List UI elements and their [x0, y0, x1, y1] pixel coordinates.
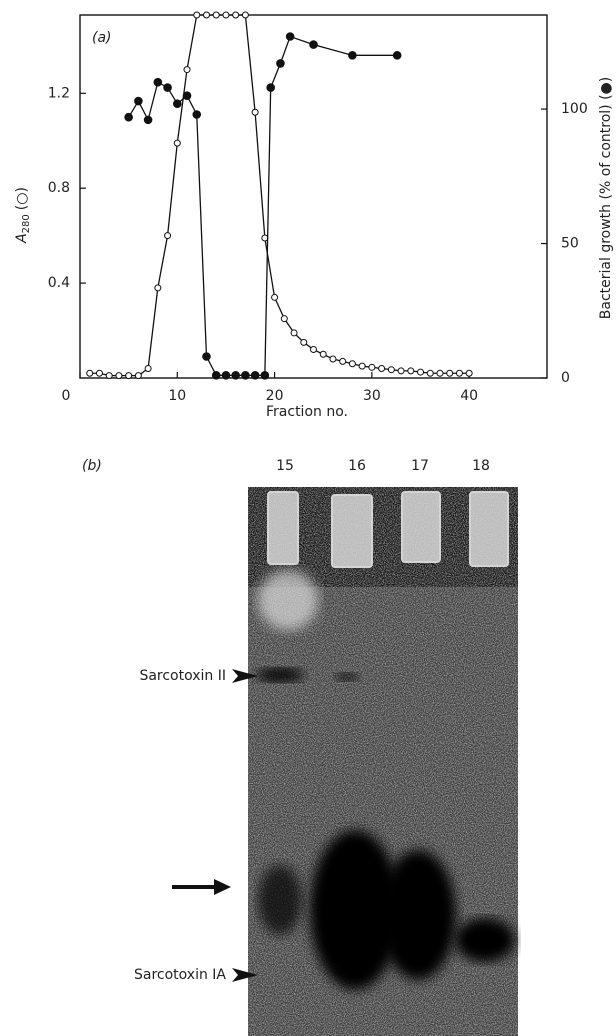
data-point	[105, 372, 113, 380]
data-point	[232, 11, 240, 19]
data-point	[290, 329, 298, 337]
y-tick-label: 0.4	[48, 275, 70, 291]
data-point	[285, 32, 295, 41]
y2-tick-label: 0	[561, 370, 570, 386]
data-point	[163, 83, 172, 92]
band-pointer	[232, 669, 258, 683]
data-point	[407, 367, 415, 375]
y-axis-label-subscript: 280	[21, 214, 32, 233]
data-point	[310, 346, 317, 354]
y-axis-label-symbol: (○)	[14, 187, 30, 210]
data-point	[182, 91, 192, 100]
data-point	[222, 11, 230, 19]
data-point	[154, 284, 162, 292]
arrow	[172, 879, 231, 895]
y-axis-label-main: A	[14, 233, 30, 244]
data-point	[397, 367, 405, 375]
data-point	[392, 51, 402, 60]
data-point	[134, 372, 142, 380]
data-point	[426, 369, 434, 377]
band-pointer	[232, 968, 258, 982]
data-point	[250, 371, 260, 380]
data-point	[358, 362, 366, 370]
data-point	[465, 369, 473, 377]
data-point	[446, 369, 454, 377]
panel-label: (b)	[82, 458, 102, 474]
data-point	[378, 365, 386, 373]
data-point	[153, 77, 163, 87]
x-tick-label: 20	[266, 388, 284, 404]
data-point	[212, 11, 220, 19]
data-point	[319, 350, 327, 358]
data-point	[221, 371, 231, 380]
data-point	[300, 338, 308, 346]
lane-label: 16	[348, 458, 366, 474]
gel-image	[248, 487, 518, 1036]
data-point	[329, 355, 337, 363]
data-point	[368, 363, 376, 371]
data-point	[260, 371, 270, 380]
y-tick-label: 1.2	[48, 85, 70, 101]
panel-label: (a)	[92, 30, 112, 46]
band-label: Sarcotoxin II	[139, 668, 226, 684]
data-point	[271, 293, 279, 301]
x-tick-label: 40	[460, 388, 478, 404]
data-point	[266, 83, 275, 92]
data-point	[86, 369, 94, 377]
x-axis-label: Fraction no.	[266, 404, 348, 420]
data-point	[387, 366, 395, 374]
lane-label: 18	[472, 458, 490, 474]
plot-frame	[79, 14, 548, 379]
data-point	[144, 365, 152, 373]
data-point	[241, 11, 249, 19]
lane-label: 15	[276, 458, 294, 474]
data-point	[202, 352, 211, 361]
data-point	[309, 40, 318, 49]
y2-tick-label: 50	[561, 236, 579, 252]
data-point	[192, 110, 202, 119]
data-point	[125, 372, 133, 380]
data-point	[241, 371, 250, 380]
data-point	[276, 59, 285, 68]
data-point	[193, 11, 201, 19]
data-point	[95, 369, 103, 377]
data-point	[202, 11, 210, 19]
data-point	[183, 66, 191, 74]
band-label: Sarcotoxin IA	[134, 967, 226, 983]
data-point	[172, 99, 182, 109]
data-point	[455, 369, 463, 377]
y2-tick-label: 100	[561, 101, 588, 117]
data-point	[164, 232, 172, 240]
data-point	[115, 372, 123, 380]
data-point	[124, 112, 133, 122]
x-tick-label: 10	[168, 388, 186, 404]
data-point	[280, 315, 288, 323]
data-point	[134, 96, 143, 106]
data-point	[348, 51, 357, 60]
x-tick-label: 30	[363, 388, 381, 404]
y-tick-label: 0.8	[48, 180, 70, 196]
data-point	[143, 115, 153, 125]
y2-axis-label: Bacterial growth (% of control) (●)	[598, 77, 614, 319]
data-point	[348, 360, 356, 368]
series-line	[89, 14, 470, 377]
data-point	[436, 369, 444, 377]
data-point	[231, 371, 240, 380]
data-point	[251, 108, 259, 116]
data-point	[339, 357, 347, 365]
data-point	[211, 371, 221, 380]
x-tick-label: 0	[62, 388, 71, 404]
data-point	[417, 368, 425, 376]
y-axis-label: A280 (○)	[14, 187, 32, 244]
lane-label: 17	[411, 458, 429, 474]
data-point	[173, 139, 181, 147]
